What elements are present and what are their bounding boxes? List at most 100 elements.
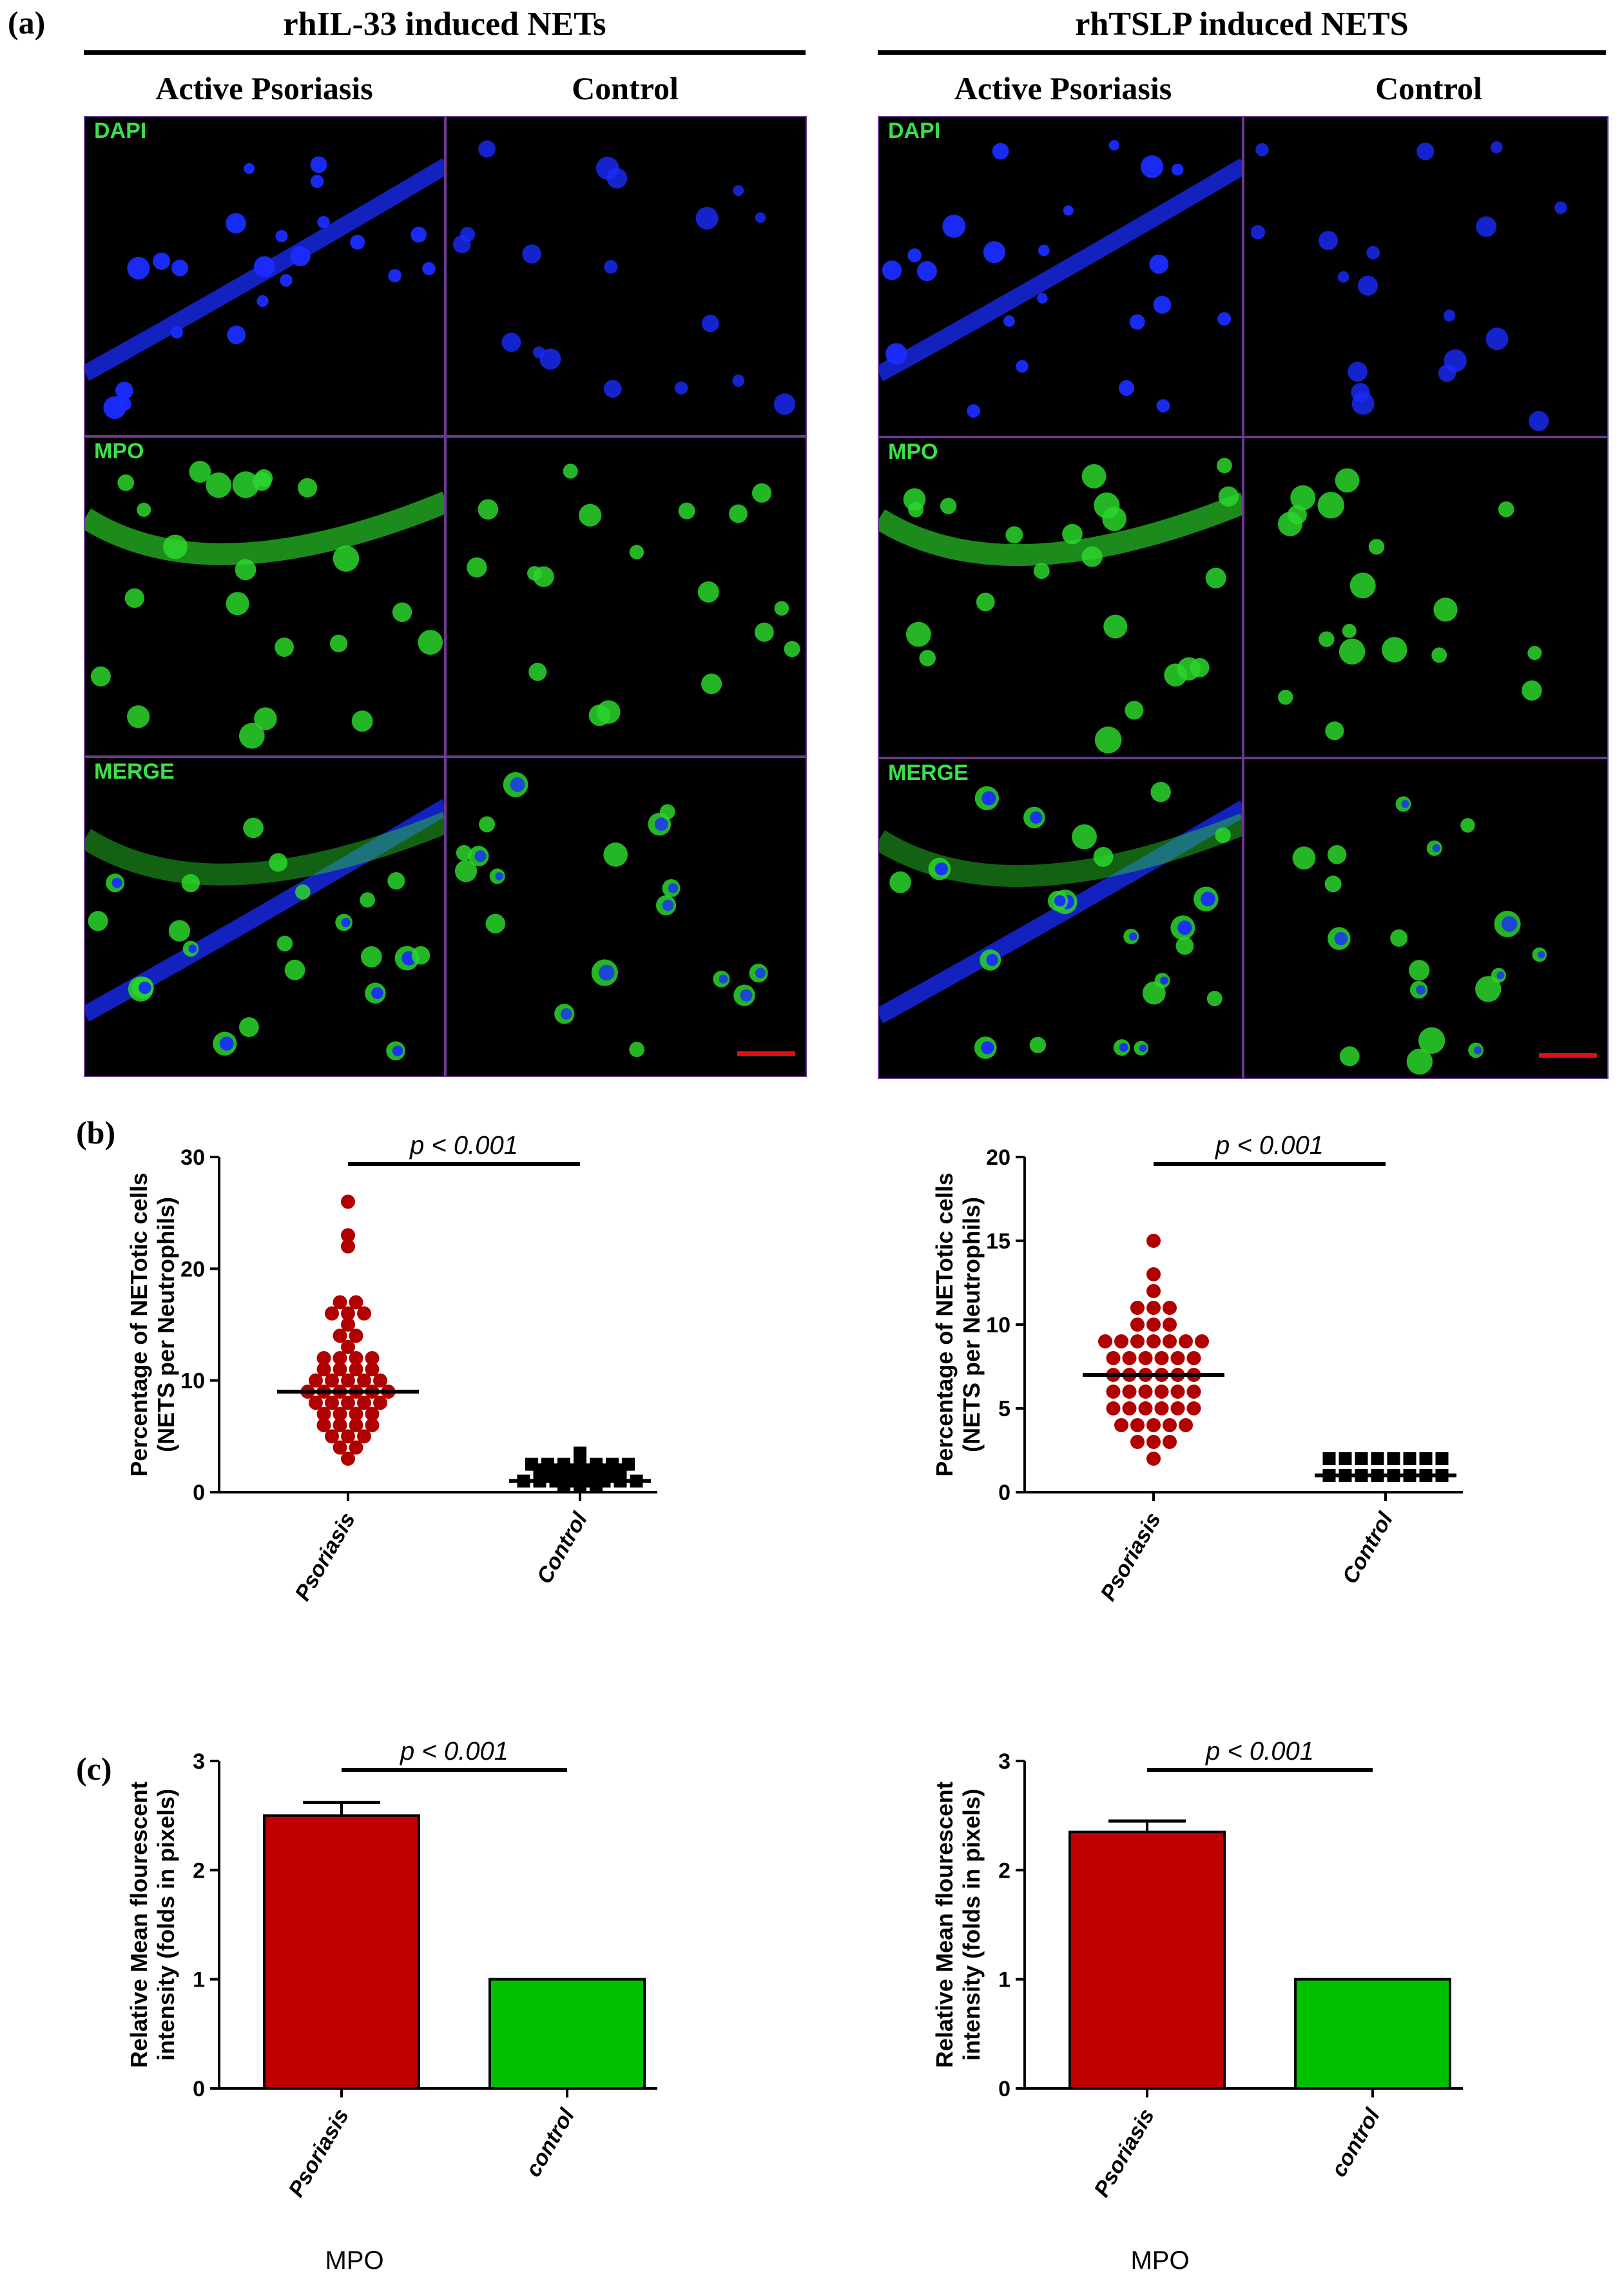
data-point-psoriasis (1163, 1318, 1177, 1332)
y-axis-label-line2: (NETS per Neutrophils) (958, 1197, 985, 1452)
data-point-control (541, 1469, 554, 1482)
x-category-label: Psoriasis (284, 2105, 354, 2201)
x-category-label: Control (532, 1508, 593, 1588)
bar-control (1294, 1978, 1451, 2090)
data-point-psoriasis (1146, 1435, 1161, 1449)
y-tick-label: 0 (998, 2077, 1010, 2101)
y-axis-label: Relative Mean flourescent intensity (fold… (931, 1782, 985, 2068)
data-point-control (557, 1457, 570, 1471)
y-tick-label: 10 (986, 1313, 1010, 1337)
y-tick-label: 0 (193, 2077, 205, 2101)
il33-micrograph-dapi-psoriasis: DAPI (84, 116, 445, 436)
data-point-psoriasis (1130, 1418, 1145, 1432)
tslp-channel-label-merge: MERGE (888, 761, 969, 785)
data-point-psoriasis (325, 1429, 339, 1444)
data-point-psoriasis (341, 1306, 355, 1321)
data-point-psoriasis (316, 1351, 331, 1365)
data-point-psoriasis (349, 1418, 363, 1432)
left-col-control: Control (572, 70, 679, 106)
y-tick-label: 5 (998, 1397, 1010, 1421)
data-point-psoriasis (365, 1418, 380, 1432)
tslp-micrograph-merge-control (1243, 758, 1609, 1079)
data-point-psoriasis (349, 1328, 363, 1343)
data-point-psoriasis (1106, 1401, 1121, 1415)
data-point-psoriasis (1130, 1435, 1145, 1449)
data-point-psoriasis (1130, 1318, 1145, 1332)
bar-chart-tslp-mpo: 0 1 2 3 Relative Mean flourescent intensity (… (931, 1737, 1463, 2275)
il33-micrograph-dapi-control (445, 116, 807, 436)
data-point-control (606, 1457, 619, 1471)
x-category-label: control (1326, 2104, 1385, 2181)
data-point-psoriasis (365, 1362, 380, 1377)
tslp-micrograph-mpo-control (1243, 437, 1609, 758)
il33-micrograph-mpo-control (445, 436, 807, 757)
data-point-psoriasis (373, 1396, 387, 1410)
data-point-psoriasis (1154, 1401, 1169, 1415)
data-point-psoriasis (1130, 1334, 1145, 1348)
data-point-psoriasis (1186, 1401, 1201, 1415)
data-point-control (606, 1469, 619, 1482)
data-point-control (1403, 1452, 1416, 1465)
right-col-psoriasis: Active Psoriasis (954, 70, 1172, 106)
data-point-psoriasis (349, 1440, 363, 1455)
data-point-psoriasis (1114, 1334, 1128, 1348)
data-point-control (541, 1457, 554, 1471)
y-axis-label: Relative Mean flourescent intensity (fold… (126, 1782, 179, 2068)
data-point-psoriasis (1146, 1334, 1161, 1348)
y-tick-label: 20 (180, 1257, 205, 1281)
data-point-psoriasis (1138, 1351, 1153, 1365)
right-group-title: rhTSLP induced NETS (1075, 6, 1409, 43)
left-col-psoriasis: Active Psoriasis (155, 70, 373, 106)
data-point-psoriasis (333, 1328, 347, 1343)
panel-letter-b: (b) (76, 1114, 116, 1151)
data-point-psoriasis (1163, 1301, 1177, 1315)
il33-channel-label-dapi: DAPI (94, 119, 147, 143)
data-point-psoriasis (1106, 1351, 1121, 1365)
data-point-control (1387, 1452, 1400, 1465)
data-point-psoriasis (333, 1351, 347, 1365)
bar-control (488, 1978, 646, 2090)
data-point-psoriasis (1179, 1418, 1193, 1432)
data-point-psoriasis (333, 1295, 347, 1310)
il33-channel-label-merge: MERGE (94, 759, 175, 784)
data-point-psoriasis (341, 1318, 355, 1332)
data-point-psoriasis (349, 1362, 363, 1377)
x-category-label: Psoriasis (290, 1508, 360, 1605)
data-point-control (557, 1469, 570, 1482)
y-tick-label: 20 (986, 1145, 1010, 1170)
data-point-psoriasis (1146, 1301, 1161, 1315)
data-point-control (590, 1469, 603, 1482)
data-point-psoriasis (357, 1429, 371, 1444)
bar-psoriasis (263, 1814, 420, 2090)
data-point-control (1435, 1452, 1449, 1465)
data-point-control (1322, 1452, 1336, 1465)
y-axis-label-line2: intensity (folds in pixels) (153, 1789, 179, 2061)
data-point-psoriasis (1098, 1334, 1112, 1348)
data-point-psoriasis (316, 1362, 331, 1377)
data-point-psoriasis (333, 1406, 347, 1421)
x-category-label: Psoriasis (1096, 1508, 1166, 1605)
data-point-psoriasis (349, 1295, 363, 1310)
data-point-control (590, 1480, 603, 1493)
data-point-psoriasis (373, 1373, 387, 1388)
il33-micrograph-merge-control (445, 757, 807, 1077)
data-point-psoriasis (341, 1228, 355, 1243)
data-point-psoriasis (1170, 1401, 1185, 1415)
bar-psoriasis (1068, 1831, 1226, 2090)
data-point-psoriasis (1114, 1418, 1128, 1432)
data-point-psoriasis (1146, 1284, 1161, 1298)
y-axis-label: Percentage of NETotic cells (NETS per Neu… (126, 1172, 179, 1476)
tslp-micrograph-mpo-psoriasis: MPO (878, 437, 1243, 758)
panel-letter-c: (c) (76, 1751, 112, 1787)
data-point-psoriasis (365, 1406, 380, 1421)
tslp-micrograph-dapi-psoriasis: DAPI (878, 116, 1243, 437)
data-point-psoriasis (1186, 1385, 1201, 1399)
data-point-psoriasis (309, 1396, 323, 1410)
y-tick-label: 10 (180, 1369, 205, 1394)
data-point-psoriasis (357, 1396, 371, 1410)
y-axis-label-line2: intensity (folds in pixels) (958, 1789, 985, 2061)
y-tick-label: 0 (998, 1481, 1010, 1505)
data-point-psoriasis (1154, 1351, 1169, 1365)
